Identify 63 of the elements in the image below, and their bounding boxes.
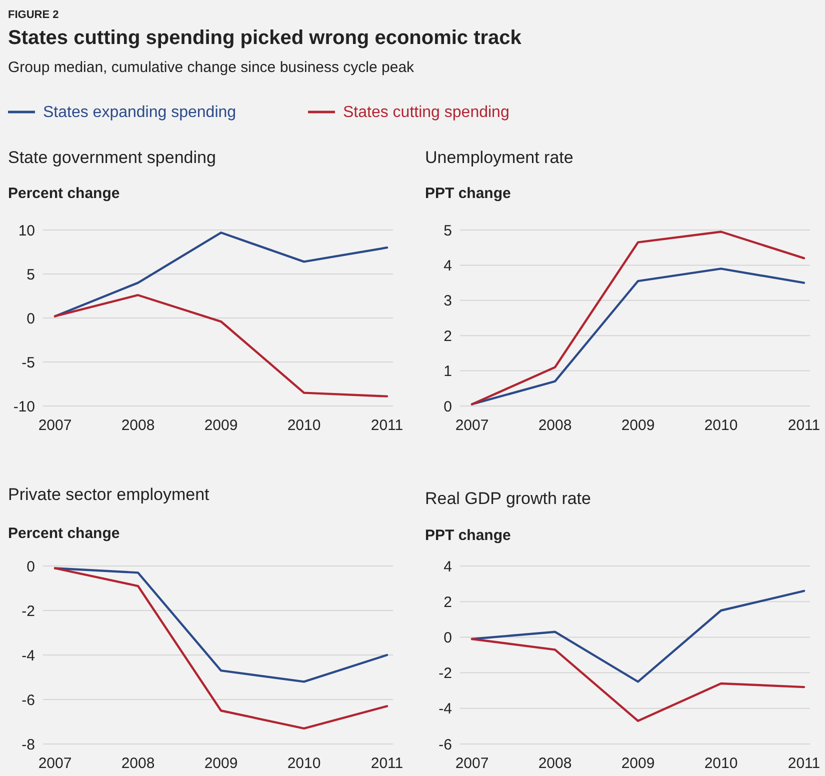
line-series [54, 294, 388, 398]
chart-title: Real GDP growth rate [425, 489, 591, 508]
y-tick-label: 0 [26, 310, 35, 328]
y-tick-label: 3 [444, 292, 452, 310]
chart-title: State government spending [8, 148, 216, 167]
y-tick-label: -10 [13, 398, 35, 416]
y-tick-label: 10 [18, 222, 35, 240]
y-tick-label: 0 [26, 558, 35, 576]
y-tick-label: -4 [22, 647, 35, 664]
y-tick-label: 4 [444, 558, 452, 576]
y-tick-label: -6 [22, 692, 35, 709]
x-tick-label: 2007 [455, 417, 489, 434]
line-series [470, 590, 806, 683]
x-tick-label: 2009 [204, 417, 238, 434]
y-tick-label: -6 [438, 736, 452, 754]
x-tick-label: 2009 [621, 755, 655, 772]
legend-label: States cutting spending [343, 104, 510, 121]
x-tick-label: 2011 [370, 755, 404, 772]
y-tick-label: 2 [444, 594, 452, 611]
y-axis-title: Percent change [8, 525, 120, 542]
y-tick-label: 0 [444, 629, 452, 646]
x-tick-label: 2008 [121, 755, 155, 772]
text: Group median, cumulative change since business cycle peak [8, 59, 415, 76]
y-tick-label: 5 [444, 222, 452, 240]
x-tick-label: 2007 [455, 755, 489, 772]
y-tick-label: -2 [438, 665, 452, 682]
y-tick-label: 0 [444, 398, 452, 416]
y-tick-label: -8 [22, 736, 35, 754]
x-tick-label: 2009 [204, 755, 238, 772]
y-tick-label: -4 [438, 700, 452, 718]
text: States cutting spending picked wrong economic track [8, 27, 522, 49]
x-tick-label: 2008 [121, 417, 155, 434]
x-tick-label: 2007 [38, 755, 72, 772]
y-tick-label: 2 [444, 328, 452, 345]
x-tick-label: 2010 [704, 417, 738, 434]
x-tick-label: 2009 [621, 417, 655, 434]
x-tick-label: 2011 [788, 755, 820, 772]
x-tick-label: 2008 [538, 755, 572, 772]
y-axis-title: PPT change [425, 185, 511, 202]
y-tick-label: 1 [444, 363, 452, 380]
y-axis-title: PPT change [425, 527, 511, 544]
x-tick-label: 2011 [788, 417, 820, 434]
y-tick-label: 4 [444, 257, 452, 274]
line-series [54, 232, 388, 318]
y-tick-label: -5 [22, 354, 35, 372]
line-series [470, 638, 806, 722]
chart-title: Unemployment rate [425, 148, 574, 167]
x-tick-label: 2010 [704, 755, 738, 772]
y-tick-label: -2 [22, 602, 35, 620]
line-series [54, 567, 388, 730]
legend-label: States expanding spending [43, 104, 236, 121]
caption: FIGURE 2 [8, 9, 59, 21]
line-series [470, 230, 806, 406]
y-axis-title: Percent change [8, 185, 120, 202]
x-tick-label: 2010 [287, 755, 321, 772]
y-tick-label: 5 [26, 266, 35, 284]
x-tick-label: 2008 [538, 417, 572, 434]
line-series [54, 567, 388, 683]
line-series [470, 268, 806, 406]
x-tick-label: 2011 [370, 417, 404, 434]
x-tick-label: 2007 [38, 417, 72, 434]
chart-title: Private sector employment [8, 485, 210, 504]
x-tick-label: 2010 [287, 417, 321, 434]
